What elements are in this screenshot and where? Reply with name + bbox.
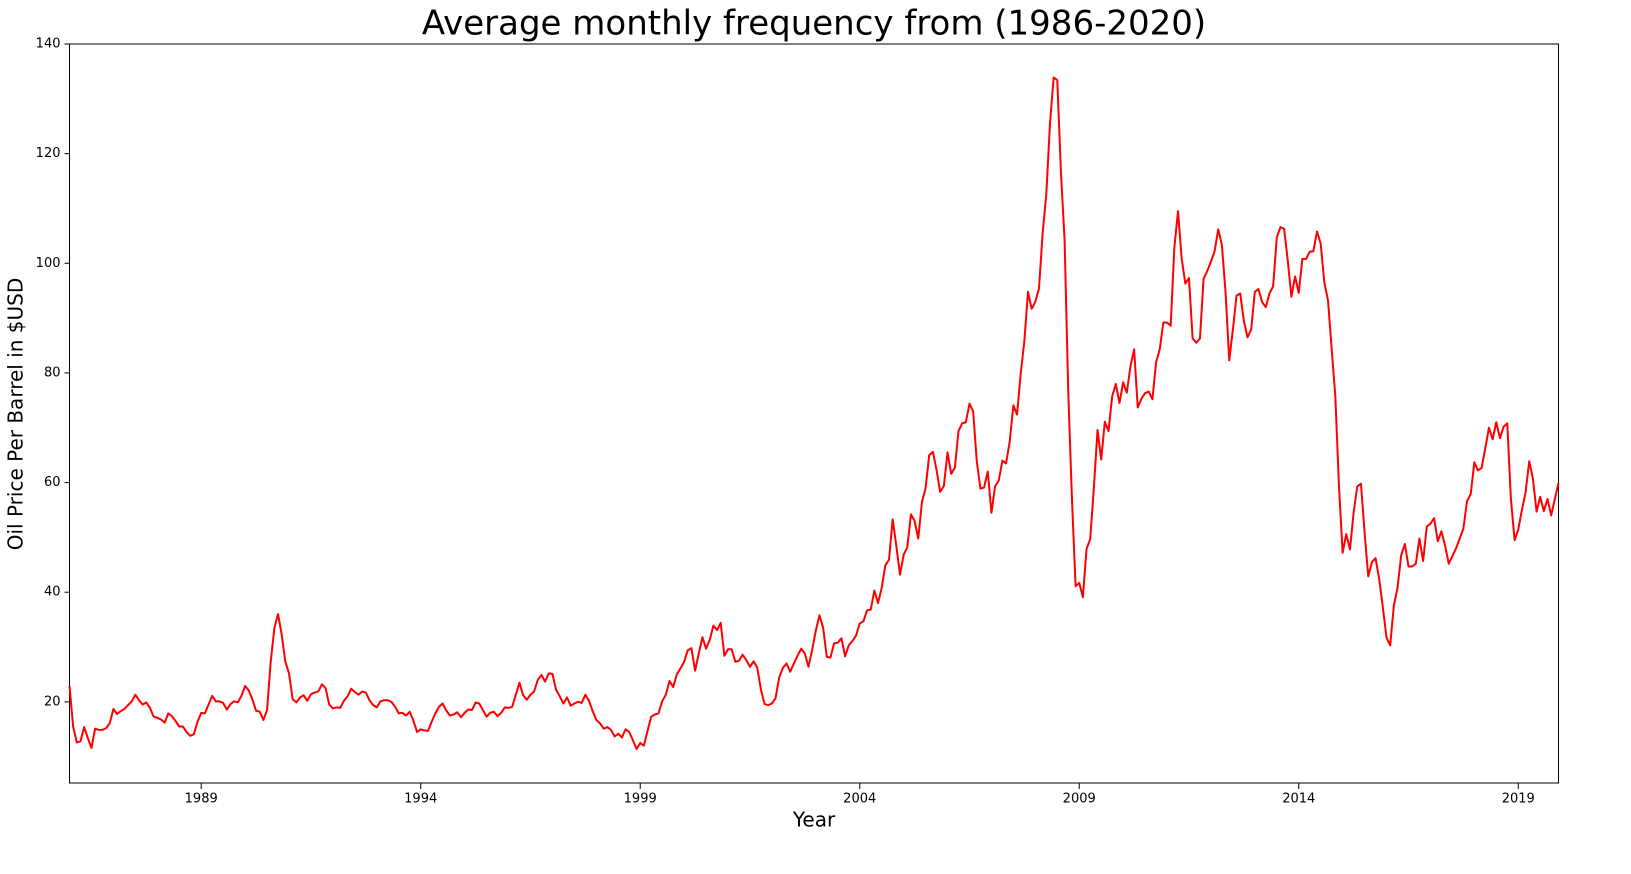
x-tick-label: 2009 [1063, 792, 1096, 807]
x-tick-label: 2019 [1502, 792, 1535, 807]
x-tick-label: 2014 [1282, 792, 1315, 807]
y-tick-label: 80 [44, 365, 61, 380]
y-tick-label: 140 [36, 37, 61, 52]
y-axis-label: Oil Price Per Barrel in $USD [4, 278, 28, 551]
x-tick-label: 2004 [843, 792, 876, 807]
x-axis-label: Year [792, 808, 836, 832]
x-tick-label: 1989 [185, 792, 218, 807]
x-tick-label: 1994 [404, 792, 437, 807]
y-tick-label: 20 [44, 694, 61, 709]
y-tick-label: 120 [36, 146, 61, 161]
plot-frame [69, 43, 1559, 784]
y-tick-label: 40 [44, 585, 61, 600]
chart-title: Average monthly frequency from (1986-202… [422, 4, 1206, 44]
y-tick-label: 60 [44, 475, 61, 490]
y-tick-label: 100 [36, 256, 61, 271]
x-tick-label: 1999 [624, 792, 657, 807]
price-line [68, 76, 1560, 751]
